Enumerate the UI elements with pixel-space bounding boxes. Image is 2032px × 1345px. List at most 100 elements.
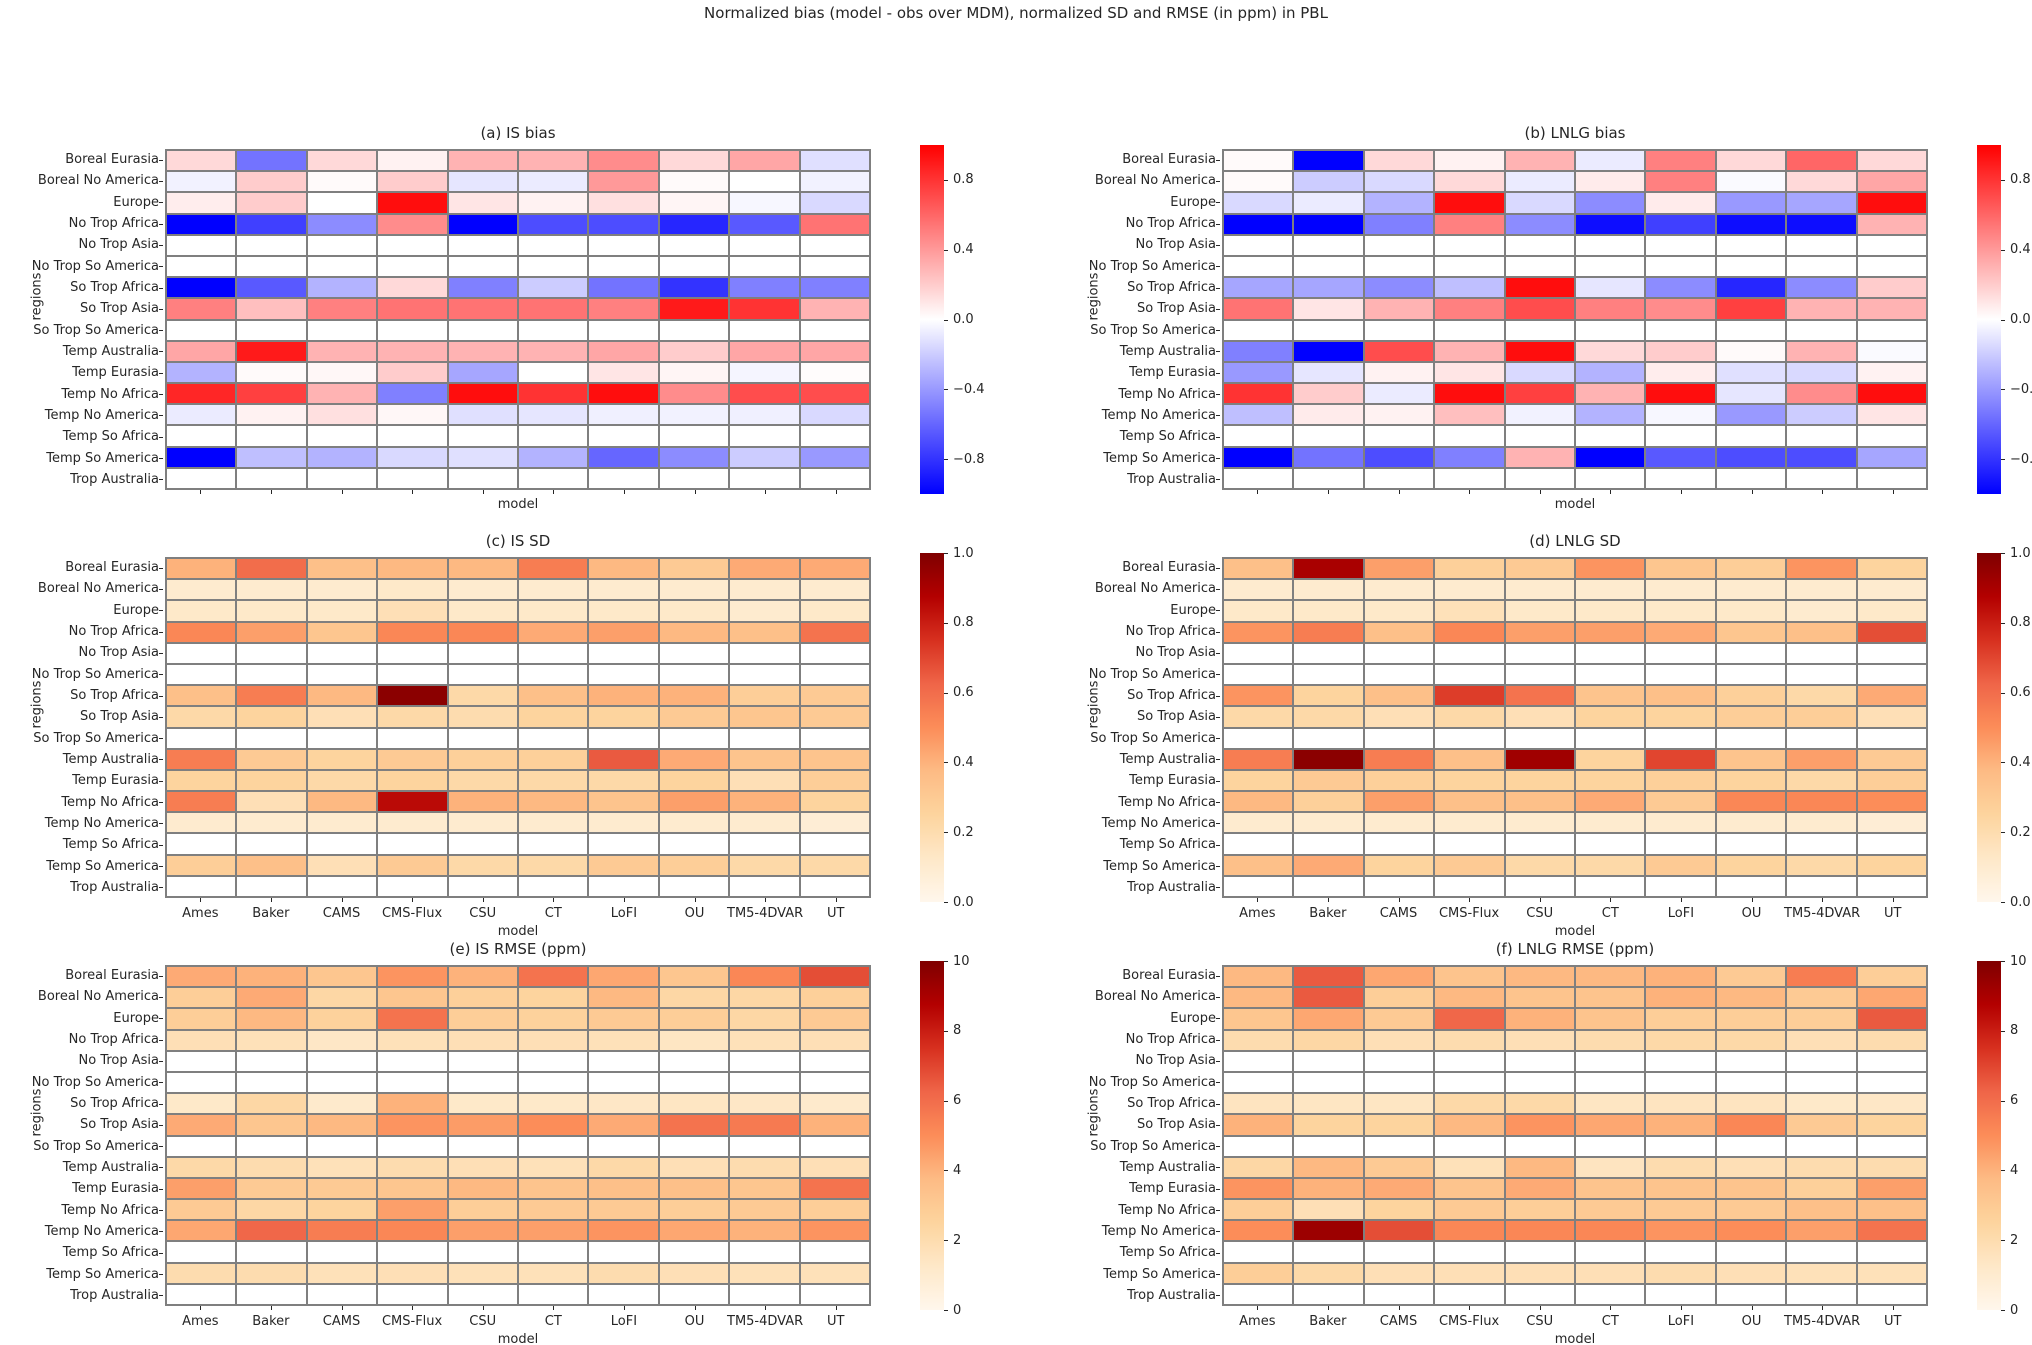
heatmap-cell xyxy=(167,447,236,467)
x-tick-label: Ames xyxy=(182,1314,219,1329)
heatmap-cell xyxy=(1716,1051,1786,1071)
heatmap-cell xyxy=(1787,664,1856,685)
colorbar-tick-label: 0.8 xyxy=(953,172,974,188)
y-tick-mark xyxy=(159,479,163,481)
heatmap-cell xyxy=(1576,1221,1645,1241)
heatmap-cell xyxy=(800,643,869,663)
heatmap-cell xyxy=(730,707,799,727)
x-tick-label: TM5-4DVAR xyxy=(1784,906,1861,921)
heatmap-cell xyxy=(307,813,377,833)
heatmap-cell xyxy=(800,813,869,833)
heatmap-cell xyxy=(1224,278,1293,298)
heatmap-cell xyxy=(1576,707,1645,727)
y-tick-label: No Trop Africa xyxy=(1125,216,1216,232)
x-tick-mark xyxy=(1257,490,1259,494)
y-tick-mark xyxy=(1216,1295,1220,1297)
heatmap-cell xyxy=(1364,813,1434,833)
heatmap-cell xyxy=(659,1221,729,1241)
heatmap-cell xyxy=(448,643,517,663)
heatmap-cell xyxy=(1364,341,1434,361)
heatmap-cell xyxy=(1224,559,1293,579)
y-tick-mark xyxy=(1216,652,1220,654)
heatmap-cell xyxy=(307,405,377,425)
heatmap-cell xyxy=(1787,876,1856,896)
y-tick-mark xyxy=(159,588,163,590)
heatmap-panel-d: (d) LNLG SD Boreal Eurasia Boreal No Ameri… xyxy=(1087,532,2031,939)
heatmap-cell xyxy=(1435,855,1504,875)
y-tick-label: No Trop So America xyxy=(31,666,159,682)
heatmap-cell xyxy=(1224,1178,1293,1199)
heatmap-cell xyxy=(307,214,377,234)
y-tick-label: Temp Eurasia xyxy=(1129,773,1216,789)
colorbar-tick-mark xyxy=(2001,1170,2005,1172)
y-tick-label: Boreal Eurasia xyxy=(1122,560,1216,576)
heatmap-cell xyxy=(1435,1094,1504,1114)
heatmap-cell xyxy=(659,1051,729,1071)
heatmap-cell xyxy=(1857,686,1926,706)
heatmap-cell xyxy=(1505,341,1574,361)
heatmap-cell xyxy=(1787,214,1856,234)
heatmap-cell xyxy=(730,770,799,791)
heatmap-cell xyxy=(1646,1263,1715,1283)
x-tick-mark xyxy=(200,898,202,902)
heatmap-cell xyxy=(519,1242,588,1262)
heatmap-cell xyxy=(237,362,306,383)
heatmap-cell xyxy=(1505,813,1574,833)
heatmap-cell xyxy=(519,834,588,854)
heatmap-cell xyxy=(448,559,517,579)
heatmap-panel-a: (a) IS bias Boreal Eurasia Boreal No Ameri… xyxy=(30,124,985,512)
heatmap-cell xyxy=(448,299,517,319)
heatmap-cell xyxy=(1224,235,1293,255)
y-tick-label: Europe xyxy=(113,1010,159,1026)
heatmap-cell xyxy=(730,341,799,361)
heatmap-cell xyxy=(1435,1030,1504,1050)
heatmap-cell xyxy=(1787,728,1856,748)
heatmap-cell xyxy=(800,686,869,706)
heatmap-cell xyxy=(589,988,658,1008)
y-tick-mark xyxy=(159,1295,163,1297)
x-tick-mark xyxy=(1469,1306,1471,1310)
heatmap-cell xyxy=(730,193,799,213)
y-tick-mark xyxy=(159,1103,163,1105)
heatmap-cell xyxy=(1646,299,1715,319)
y-tick-mark xyxy=(1216,1039,1220,1041)
heatmap-cell xyxy=(1364,686,1434,706)
colorbar-tick-mark xyxy=(2001,459,2005,461)
heatmap-cell xyxy=(659,426,729,446)
x-tick-mark xyxy=(1892,490,1894,494)
heatmap-cell xyxy=(1576,580,1645,600)
heatmap-cell xyxy=(1435,988,1504,1008)
heatmap-cell xyxy=(1576,770,1645,791)
heatmap-cell xyxy=(1294,834,1363,854)
heatmap-cell xyxy=(730,1115,799,1135)
heatmap-cell xyxy=(1646,686,1715,706)
x-tick-mark xyxy=(1680,490,1682,494)
heatmap-cell xyxy=(1576,362,1645,383)
y-tick-mark xyxy=(159,1167,163,1169)
heatmap-cell xyxy=(1576,1115,1645,1135)
heatmap-cell xyxy=(1224,468,1293,488)
heatmap-cell xyxy=(237,749,306,769)
heatmap-cell xyxy=(307,447,377,467)
y-tick-mark xyxy=(1216,1146,1220,1148)
y-tick-mark xyxy=(159,716,163,718)
y-tick-label: Temp Australia xyxy=(62,751,159,767)
heatmap-cell xyxy=(800,834,869,854)
heatmap-cell xyxy=(1646,1072,1715,1093)
y-tick-label: So Trop Asia xyxy=(1136,1117,1216,1133)
heatmap-cell xyxy=(589,1115,658,1135)
heatmap-cell xyxy=(519,235,588,255)
y-tick-mark xyxy=(159,372,163,374)
heatmap-cell xyxy=(448,770,517,791)
heatmap-cell xyxy=(730,405,799,425)
heatmap-cell xyxy=(237,664,306,685)
heatmap-cell xyxy=(589,967,658,987)
x-tick-mark xyxy=(1327,898,1329,902)
colorbar-tick-label: 0.4 xyxy=(953,242,974,258)
heatmap-cell xyxy=(1857,1221,1926,1241)
heatmap-cell xyxy=(1787,447,1856,467)
heatmap-cell xyxy=(1787,278,1856,298)
heatmap-cell xyxy=(1787,749,1856,769)
x-tick-mark xyxy=(1822,898,1824,902)
colorbar-tick-label: 0.4 xyxy=(2010,242,2031,258)
